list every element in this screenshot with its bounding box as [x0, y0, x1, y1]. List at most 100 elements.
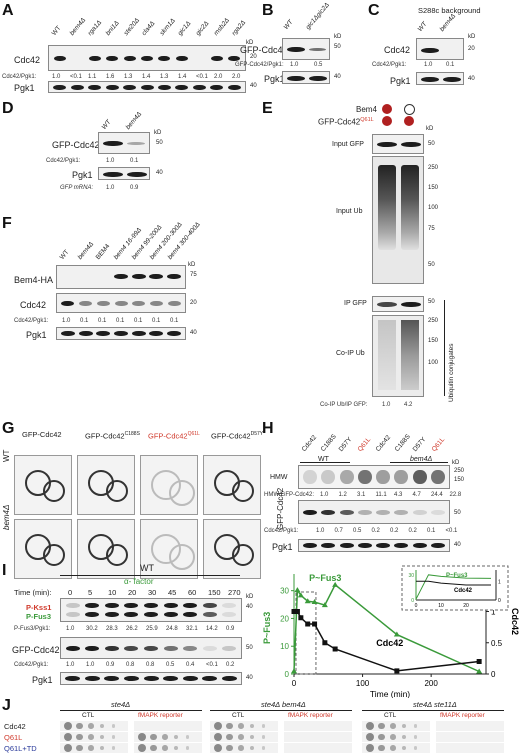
plate-strip: [436, 732, 504, 742]
panel-a-ratio: 2.0: [232, 74, 241, 80]
inset-label-fus3: P~Fus3: [446, 573, 468, 579]
panel-a-lane-label: rga1Δ: [86, 19, 104, 37]
panel-letter-a: A: [2, 2, 14, 19]
panel-d-mrna-1: 1.0: [106, 185, 115, 191]
panel-i-strain: WT: [140, 563, 154, 573]
panel-e-kd: kD: [426, 126, 434, 132]
inset-y-right-tick-label: 0: [498, 598, 501, 604]
panel-d-mrna-label: GFP mRNA:: [60, 185, 94, 191]
blot-band: [321, 543, 336, 548]
blot-band: [140, 85, 154, 90]
panel-i-fus3-ratio: 30.2: [86, 626, 98, 632]
panel-g-col-header: GFP-Cdc42: [22, 430, 62, 439]
panel-c-pgk1-blot: [416, 72, 464, 85]
panel-b-lane-wt: WT: [282, 18, 295, 31]
yeast-spot: [366, 733, 374, 741]
plate-strip: [210, 743, 278, 753]
panel-f-ha-label: Bem4-HA: [14, 275, 54, 285]
blot-band: [144, 612, 158, 617]
panel-e-coip-ub-blot: [372, 315, 424, 397]
panel-j-reporter: fMAPK reporter: [138, 712, 183, 719]
panel-e-input-gfp-blot: [372, 134, 424, 154]
yeast-spot: [138, 733, 146, 741]
inset-x-tick-label: 20: [463, 603, 469, 609]
panel-b-gfp-label: GFP-Cdc42: [240, 45, 288, 55]
panel-d-lane-bem4: bem4Δ: [124, 110, 144, 131]
blot-band: [123, 676, 139, 681]
blot-band: [182, 676, 198, 681]
panel-c-kd-20: 20: [468, 46, 475, 52]
panel-h-ratio: 0.2: [408, 528, 417, 534]
blot-band: [124, 646, 139, 651]
panel-h-lane-label: Cdc42: [374, 434, 393, 453]
panel-h-hmw-ratio: 4.7: [412, 492, 421, 498]
panel-e-dot-filled-3: [404, 116, 414, 126]
panel-b-gfp-blot: [282, 38, 330, 60]
cell-outline: [169, 480, 195, 506]
panel-f-cdc42-blot: [56, 293, 186, 313]
panel-h-hmw-ratio: 1.2: [338, 492, 347, 498]
inset-x-tick-label: 10: [438, 603, 444, 609]
y-left-tick-label: 0: [285, 670, 290, 679]
inset-y-left-tick-label: 0: [411, 598, 414, 604]
panel-d-gfp-blot: [98, 132, 150, 154]
panel-i-cdc42-ratio: 0.2: [226, 662, 235, 668]
yeast-spot: [226, 733, 233, 741]
yeast-spot: [88, 745, 94, 751]
panel-h-hmw-ratio-label: HMW/GFP-Cdc42:: [264, 492, 315, 498]
panel-h-kd-40: 40: [454, 542, 461, 548]
panel-e-ip-gfp-blot: [372, 296, 424, 312]
panel-a-lane-label: cla4Δ: [140, 20, 157, 37]
panel-d-ratio-label: Cdc42/Pgk1:: [46, 158, 81, 164]
panel-h-lane-label: D57Y: [337, 436, 354, 453]
panel-h-ratio: 1.0: [316, 528, 325, 534]
plate-strip: [284, 721, 352, 731]
panel-a-kd: kD: [246, 40, 254, 46]
blot-band: [376, 510, 391, 515]
cell-outline: [43, 480, 65, 502]
panel-f-ratio: 0.1: [116, 318, 125, 324]
blot-band: [114, 274, 128, 279]
panel-d-kd: kD: [154, 130, 162, 136]
panel-i-fus3-ratio: 14.2: [206, 626, 218, 632]
point-fus3: [291, 668, 297, 674]
blot-band: [321, 470, 336, 484]
yeast-spot: [402, 734, 407, 740]
yeast-spot: [100, 745, 105, 751]
panel-e-kd-150: 150: [428, 185, 439, 191]
panel-a-ratio: 1.4: [178, 74, 187, 80]
panel-letter-g: G: [2, 420, 15, 437]
panel-g-col-header: GFP-Cdc42Q61L: [148, 430, 200, 441]
yeast-spot: [112, 735, 116, 739]
panel-j-ctl: CTL: [384, 712, 397, 719]
point-fus3: [294, 587, 301, 593]
panel-a-cdc42-label: Cdc42: [14, 55, 41, 65]
point-cdc42: [294, 609, 300, 614]
panel-h-gfp-blot: [298, 500, 450, 524]
blot-band: [175, 85, 189, 90]
panel-a-ratio-label: Cdc42/Pgk1:: [2, 74, 37, 80]
blot-band: [114, 301, 128, 306]
panel-i-time: 270: [228, 588, 241, 597]
panel-f-kd-20: 20: [190, 300, 197, 306]
yeast-spot: [390, 723, 396, 729]
yeast-spot: [366, 722, 374, 730]
panel-i-gfp-label: GFP-Cdc42: [12, 645, 60, 655]
yeast-spot: [214, 722, 222, 730]
panel-h-lane-label: C188S: [319, 433, 338, 453]
yeast-spot: [414, 746, 418, 750]
yeast-spot: [378, 722, 385, 730]
panel-i-time: 5: [88, 588, 93, 597]
panel-h-ratio: 0.2: [390, 528, 399, 534]
panel-i-fus3-label: P-Fus3: [26, 612, 52, 621]
inset-y-right-tick-label: 1: [498, 579, 501, 585]
panel-e-dot-filled-2: [382, 116, 392, 126]
blot-band: [149, 301, 163, 306]
panel-a-pgk1-blot: [48, 81, 246, 93]
cell-outline: [106, 544, 128, 566]
blot-band: [104, 646, 119, 651]
panel-h-lane-label: Q61L: [356, 436, 372, 453]
x-tick-label: 0: [292, 679, 297, 688]
panel-c-title: S288c background: [418, 6, 481, 15]
blot-band: [61, 301, 75, 306]
